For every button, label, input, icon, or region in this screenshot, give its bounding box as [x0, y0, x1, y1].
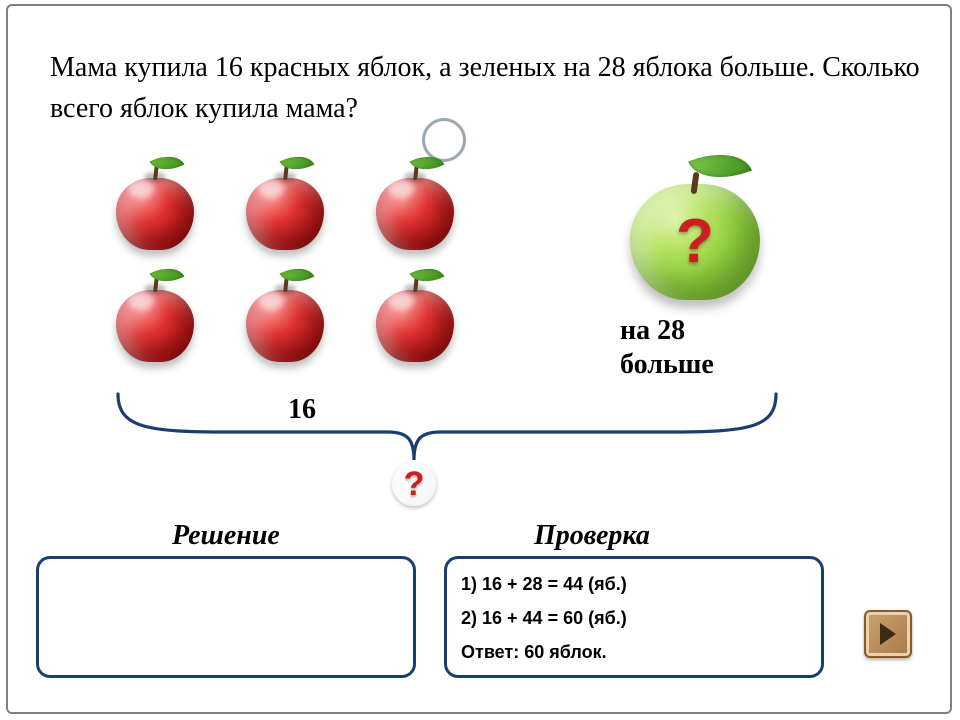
next-button[interactable] — [864, 610, 912, 658]
question-mark-icon: ? — [676, 206, 714, 277]
check-line: 1) 16 + 28 = 44 (яб.) — [461, 567, 807, 601]
brace-question-mark: ? — [392, 462, 436, 506]
green-apple-icon: ? — [620, 150, 770, 300]
solution-heading: Решение — [172, 520, 280, 552]
solution-box — [36, 556, 416, 678]
label-line1: на 28 — [620, 315, 685, 346]
red-apple-icon — [240, 150, 330, 250]
red-apple-icon — [110, 150, 200, 250]
check-answer: Ответ: 60 яблок. — [461, 635, 807, 669]
green-apple-group: ? — [620, 150, 770, 300]
red-apple-icon — [370, 262, 460, 362]
apple-row — [110, 150, 480, 250]
green-apple-label: на 28 больше — [620, 314, 714, 381]
red-apples-group — [110, 150, 480, 374]
curly-brace — [108, 388, 788, 488]
check-line: 2) 16 + 44 = 60 (яб.) — [461, 601, 807, 635]
label-line2: больше — [620, 349, 714, 380]
check-box: 1) 16 + 28 = 44 (яб.) 2) 16 + 44 = 60 (я… — [444, 556, 824, 678]
apple-row — [110, 262, 480, 362]
red-apple-icon — [370, 150, 460, 250]
problem-text: Мама купила 16 красных яблок, а зеленых … — [50, 48, 920, 129]
check-heading: Проверка — [534, 520, 650, 552]
red-apple-icon — [110, 262, 200, 362]
red-apple-icon — [240, 262, 330, 362]
arrow-right-icon — [880, 623, 896, 645]
